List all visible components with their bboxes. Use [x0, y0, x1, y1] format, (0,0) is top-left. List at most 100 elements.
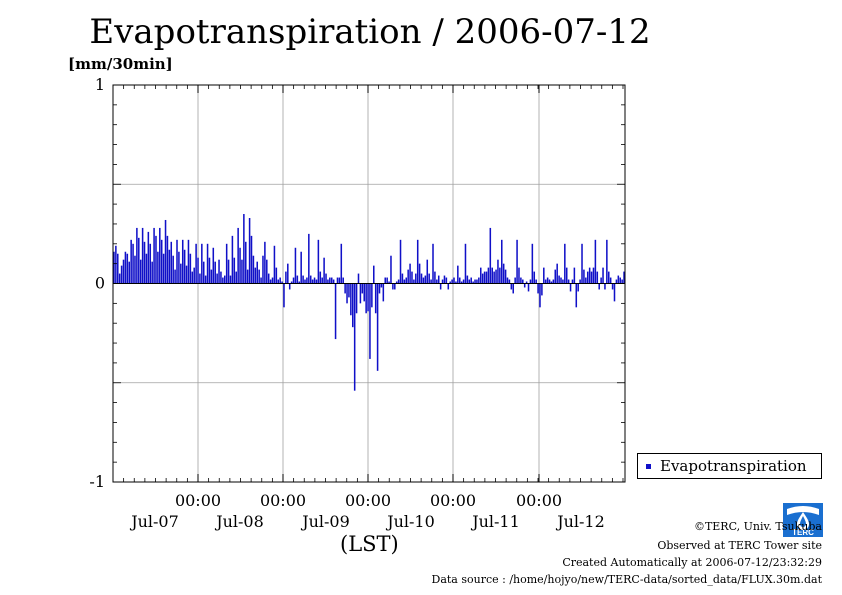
bar [541, 283, 543, 296]
bar [287, 263, 289, 284]
bar [208, 257, 211, 284]
bar [598, 283, 600, 290]
bar [581, 243, 583, 284]
bar [214, 261, 216, 284]
bar [466, 275, 469, 284]
bar [376, 283, 379, 371]
bar [243, 214, 245, 284]
bar [571, 279, 574, 284]
bar [134, 255, 136, 284]
bar [210, 269, 213, 284]
bar [149, 243, 152, 284]
bar [548, 279, 551, 284]
bar [300, 251, 302, 284]
bar [560, 277, 562, 284]
bar [122, 259, 125, 284]
bar [346, 283, 348, 304]
bar [313, 277, 316, 284]
bar [139, 259, 142, 284]
bar [132, 243, 134, 284]
bar [573, 267, 576, 284]
bar [136, 227, 138, 284]
bar [248, 218, 251, 284]
bar [449, 281, 451, 284]
legend: Evapotranspiration [637, 453, 822, 479]
bar [590, 271, 593, 284]
bar [168, 249, 171, 284]
bar [552, 279, 555, 284]
bar [493, 271, 495, 284]
bar [460, 281, 463, 284]
bar [281, 281, 283, 284]
bar [596, 271, 599, 284]
bar [462, 279, 465, 284]
bar [437, 275, 440, 284]
bar [491, 267, 493, 284]
bar [569, 283, 572, 292]
bar [520, 277, 522, 284]
bar [415, 273, 417, 284]
bar [128, 261, 130, 284]
x-date-label: Jul-09 [300, 512, 350, 531]
bar [153, 227, 155, 284]
bar [619, 277, 621, 284]
bar [239, 247, 241, 284]
bar [378, 283, 381, 294]
bar [457, 265, 459, 284]
bar [306, 277, 308, 284]
bar [178, 251, 180, 284]
bar [361, 283, 364, 294]
bar [495, 269, 497, 284]
bar [611, 283, 614, 290]
bar [157, 251, 159, 284]
bar [608, 271, 610, 284]
bar [615, 279, 618, 284]
bar [266, 259, 268, 284]
bar [418, 263, 421, 284]
bar [564, 243, 566, 284]
bar [621, 279, 623, 284]
bar [508, 279, 511, 284]
copyright-text: ©TERC, Univ. Tsukuba [693, 520, 822, 533]
bar [325, 273, 327, 284]
bar [407, 269, 409, 284]
x-date-label: Jul-12 [555, 512, 605, 531]
bar [405, 277, 408, 284]
bar [187, 239, 190, 284]
bar [252, 255, 255, 284]
bar [202, 261, 205, 284]
bar [126, 253, 129, 284]
bar [422, 277, 425, 284]
bar [124, 251, 127, 284]
bar [577, 283, 579, 292]
bar [586, 271, 589, 284]
observed-text: Observed at TERC Tower site [657, 539, 822, 552]
bar [164, 219, 167, 284]
bar [506, 277, 509, 284]
bar [443, 275, 446, 284]
bar [439, 283, 442, 290]
bar [367, 283, 369, 312]
bar [556, 263, 558, 284]
bar [497, 259, 499, 284]
bar [350, 283, 352, 316]
bar [143, 241, 146, 284]
bar [181, 239, 184, 284]
bar [613, 283, 616, 302]
bar [525, 281, 528, 284]
bar [539, 283, 541, 308]
bar [141, 227, 144, 284]
bar [183, 249, 186, 284]
bar [416, 239, 419, 284]
bar [191, 271, 194, 284]
bar [432, 243, 434, 284]
bar [583, 269, 585, 284]
x-date-label: Jul-08 [214, 512, 264, 531]
bar [531, 243, 534, 284]
x-tick-time-label: 00:00 [175, 491, 221, 510]
bar [499, 267, 501, 284]
bar [380, 283, 383, 288]
bar [579, 279, 581, 284]
bar [480, 267, 482, 284]
bar [199, 273, 201, 284]
